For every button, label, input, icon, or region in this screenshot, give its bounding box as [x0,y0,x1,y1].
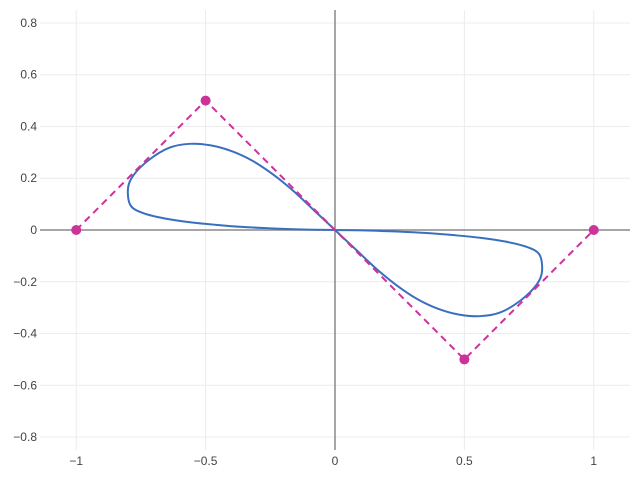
y-tick-label: 0.2 [20,171,37,185]
y-tick-label: −0.4 [13,327,37,341]
y-tick-label: 0.6 [20,68,37,82]
label-layer: −1 −0.5 0 0.5 1 −0.8 −0.6 −0.4 −0.2 0 0.2 0.4 0.6 0.8 [13,16,597,468]
x-tick-label: 0.5 [456,454,473,468]
series-layer [71,95,599,365]
y-tick-label: −0.6 [13,378,37,392]
control-point-marker [200,95,211,106]
y-tick-label: −0.2 [13,275,37,289]
y-tick-label: −0.8 [13,430,37,444]
x-tick-label: 1 [590,454,597,468]
x-tick-label: −1 [69,454,83,468]
y-tick-label: 0 [30,223,37,237]
x-tick-label: 0 [332,454,339,468]
control-polygon-line [75,99,595,361]
y-tick-label: 0.4 [20,119,37,133]
control-point-marker [71,225,82,235]
x-tick-label: −0.5 [194,454,218,468]
control-point-marker [588,225,599,235]
control-point-marker [459,354,470,365]
y-tick-label: 0.8 [20,16,37,30]
